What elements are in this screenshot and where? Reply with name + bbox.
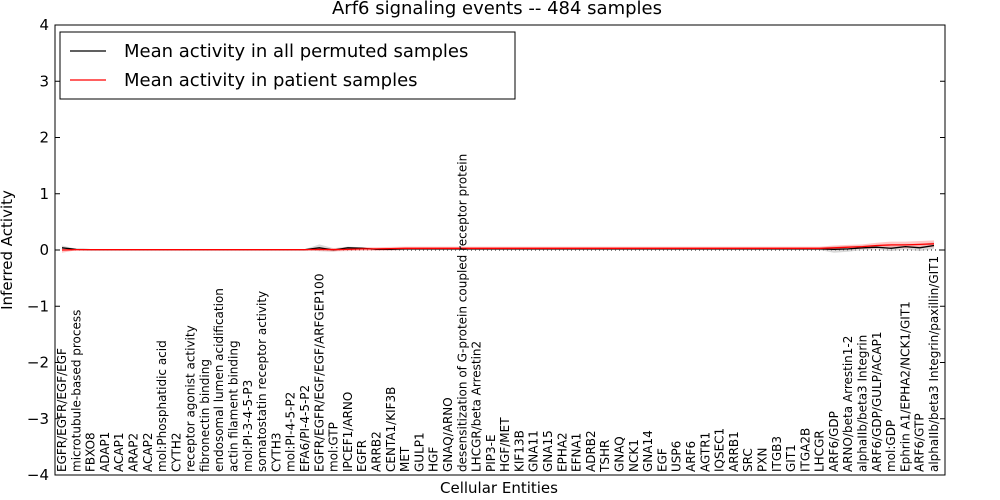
y-tick-label: −3 <box>27 410 49 428</box>
x-category-label: fibronectin binding <box>198 359 212 472</box>
x-category-label: EGFR/EGFR/EGF/EGF <box>55 348 69 472</box>
x-category-label: CYTH3 <box>269 433 283 473</box>
x-category-label: GIT1 <box>784 444 798 472</box>
x-category-label: PIP3-E <box>484 434 498 472</box>
y-tick-label: −2 <box>27 354 49 372</box>
y-tick-label: −4 <box>27 466 49 484</box>
x-category-label: ARF6/GDP <box>827 411 841 472</box>
x-category-label: LHCGR <box>813 430 827 472</box>
x-category-label: ARF6/GDP/GULP/ACAP1 <box>870 332 884 472</box>
legend-label-permuted: Mean activity in all permuted samples <box>124 41 468 62</box>
x-category-label: mol:GDP <box>884 420 898 472</box>
x-category-label: mol:Phosphatidic acid <box>155 340 169 472</box>
x-category-label: EGF <box>655 448 669 472</box>
x-category-label: somatostatin receptor activity <box>255 291 269 472</box>
x-category-label: ARNO/beta Arrestin1-2 <box>841 336 855 472</box>
x-category-label: EGFR/EGFR/EGF/EGF/ARFGEP100 <box>312 274 326 472</box>
x-category-label: ACAP1 <box>112 433 126 472</box>
x-category-label: EGFR <box>355 440 369 472</box>
x-category-label: EFNA1 <box>570 433 584 472</box>
y-tick-label: −1 <box>27 297 49 315</box>
x-category-label: actin filament binding <box>227 340 241 472</box>
x-category-label: mol:PI-4-5-P2 <box>284 392 298 472</box>
x-category-label: KIF13B <box>512 430 526 472</box>
x-category-label: USP6 <box>670 441 684 472</box>
y-tick-label: 0 <box>39 241 49 259</box>
x-category-label: desensitization of G-protein coupled rec… <box>455 154 469 472</box>
x-category-label: SRC <box>741 448 755 472</box>
x-category-label: ARAP2 <box>127 433 141 472</box>
y-tick-label: 1 <box>39 185 49 203</box>
x-category-label: PXN <box>756 448 770 472</box>
x-category-label: ARF6 <box>684 441 698 472</box>
x-category-label: GNA15 <box>541 430 555 472</box>
x-category-label: MET <box>398 446 412 472</box>
x-category-label: IPCEF1/ARNO <box>341 392 355 472</box>
y-tick-label: 4 <box>39 16 49 34</box>
x-category-label: GNA14 <box>641 430 655 472</box>
x-category-label: ARF6/GTP <box>913 413 927 472</box>
x-category-label: GULP1 <box>412 432 426 472</box>
x-category-label: ACAP2 <box>141 433 155 472</box>
x-category-label: ARRB1 <box>727 431 741 472</box>
legend: Mean activity in all permuted samples Mea… <box>59 31 516 100</box>
x-category-label: EPHA2 <box>555 432 569 472</box>
x-category-label: TSHR <box>598 440 612 473</box>
x-category-label: CYTH2 <box>169 433 183 473</box>
x-category-label: LHCGR/beta Arrestin2 <box>470 341 484 472</box>
x-category-label: GNAQ/ARNO <box>441 397 455 472</box>
x-category-label: HGF/MET <box>498 417 512 472</box>
plot-area: −4 −3 −2 −1 0 1 2 3 4 EGFR/EGFR/EGF/EGF microtubul… <box>27 16 946 484</box>
x-category-label: ITGB3 <box>770 436 784 472</box>
y-axis-label: Inferred Activity <box>0 190 16 310</box>
x-category-label: ADRB2 <box>584 430 598 472</box>
legend-box <box>59 31 516 100</box>
x-category-label: mol:PI-3-4-5-P3 <box>241 380 255 472</box>
x-category-label: GNA11 <box>527 430 541 472</box>
x-category-label: AGTR1 <box>698 432 712 472</box>
x-category-label: mol:GTP <box>327 422 341 472</box>
x-category-label: alphaIIb/beta3 Integrin <box>856 335 870 472</box>
x-category-label: FBXO8 <box>84 432 98 472</box>
x-category-label: CENTA1/KIF3B <box>384 387 398 472</box>
x-axis-label: Cellular Entities <box>440 479 558 497</box>
y-tick-label: 2 <box>39 129 49 147</box>
x-category-label: alphaIIb/beta3 Integrin/paxillin/GIT1 <box>927 256 941 472</box>
x-category-label: ARRB2 <box>370 431 384 472</box>
x-category-label: EFA6/PI-4-5-P2 <box>298 385 312 472</box>
y-tick-label: 3 <box>39 72 49 90</box>
x-category-label: ITGA2B <box>798 428 812 472</box>
x-category-label: Ephrin A1/EPHA2/NCK1/GIT1 <box>898 301 912 472</box>
series-line-patient <box>61 243 935 251</box>
x-category-label: ADAP1 <box>98 432 112 472</box>
x-category-label: HGF <box>427 447 441 472</box>
x-category-label: GNAQ <box>613 436 627 472</box>
x-category-label: IQSEC1 <box>713 428 727 472</box>
chart-title: Arf6 signaling events -- 484 samples <box>332 0 662 19</box>
x-category-label: microtubule-based process <box>69 310 83 472</box>
x-category-label: receptor agonist activity <box>184 325 198 472</box>
x-category-label: NCK1 <box>627 439 641 472</box>
legend-label-patient: Mean activity in patient samples <box>124 70 418 91</box>
x-category-label: endosomal lumen acidification <box>212 288 226 472</box>
